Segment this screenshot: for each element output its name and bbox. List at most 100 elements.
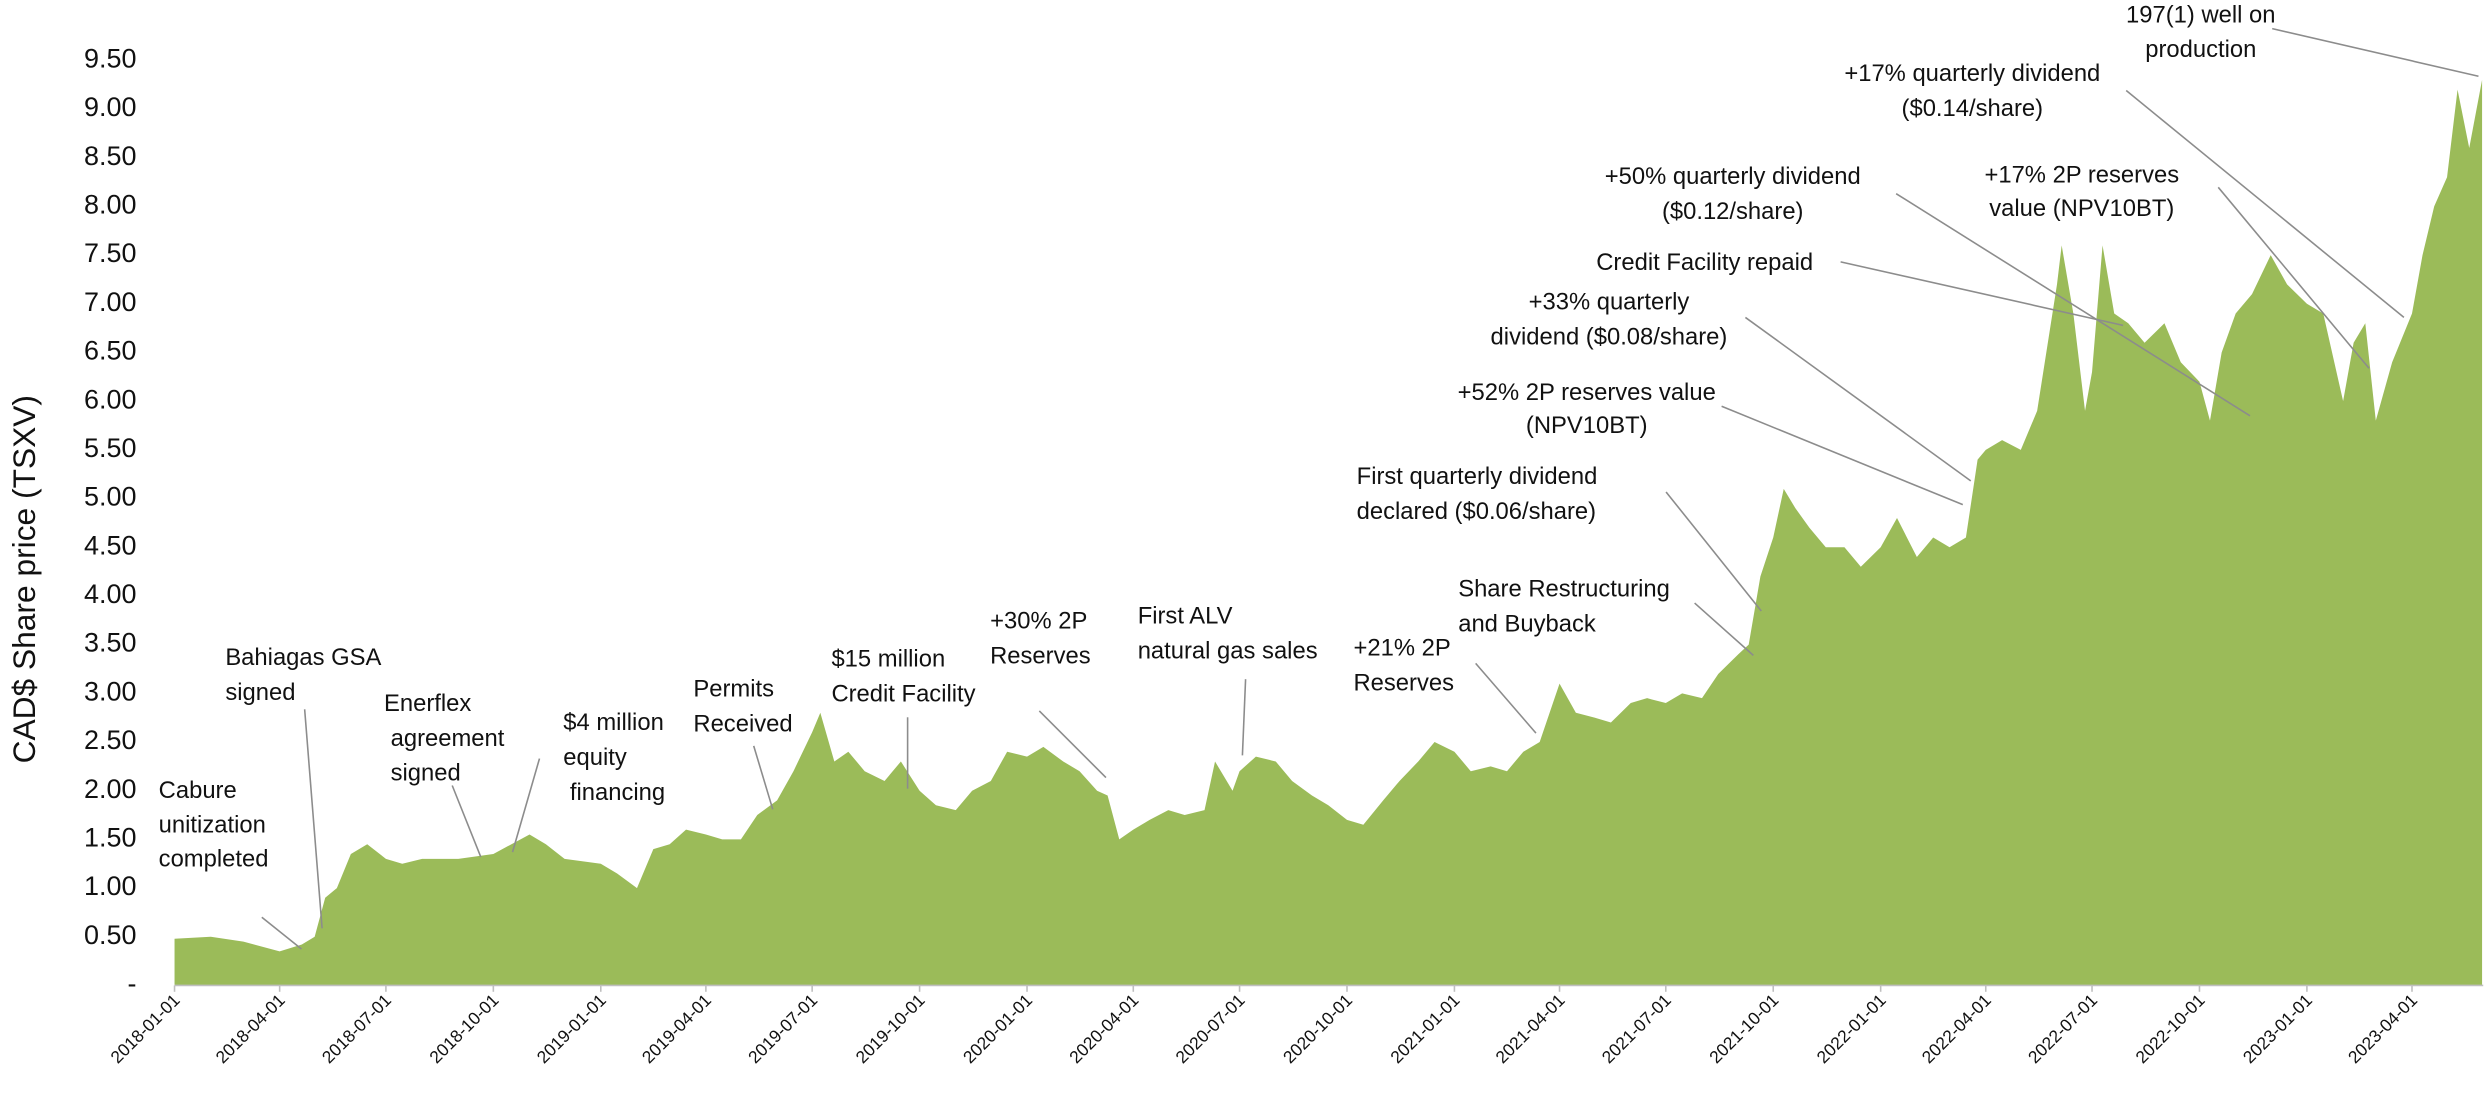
y-tick-label: 2.50 xyxy=(84,725,136,755)
annotation: (NPV10BT) xyxy=(1526,412,1648,439)
annotation: and Buyback xyxy=(1458,611,1596,638)
annotation-leader xyxy=(1475,662,1537,734)
annotation: signed xyxy=(384,760,461,787)
annotation-leader xyxy=(303,709,323,929)
x-tick-label: 2022-04-01 xyxy=(1918,990,1995,1067)
annotation: $4 million xyxy=(563,709,664,736)
x-tick-label: 2018-07-01 xyxy=(318,990,395,1067)
annotation: +50% quarterly dividend xyxy=(1605,163,1861,190)
y-tick-label: 5.50 xyxy=(84,433,136,463)
annotation: signed xyxy=(225,679,295,706)
y-tick-label: 7.00 xyxy=(84,287,136,317)
y-tick-label: 4.50 xyxy=(84,530,136,560)
annotation: Received xyxy=(693,711,792,738)
x-tick-label: 2021-01-01 xyxy=(1386,990,1463,1067)
annotation: Cabure xyxy=(159,777,237,804)
annotation: completed xyxy=(159,845,269,872)
annotation: Reserves xyxy=(1353,669,1454,696)
annotation: +33% quarterly xyxy=(1529,288,1690,315)
annotation: +30% 2P xyxy=(990,607,1087,634)
annotation-leader xyxy=(2125,89,2405,319)
x-tick-label: 2021-04-01 xyxy=(1491,990,1568,1067)
y-axis-label: CAD$ Share price (TSXV) xyxy=(6,395,42,763)
y-tick-label: 1.00 xyxy=(84,871,136,901)
x-tick-label: 2023-01-01 xyxy=(2239,990,2316,1067)
annotation: Share Restructuring xyxy=(1458,576,1670,603)
annotation-leader xyxy=(1694,602,1754,656)
x-tick-label: 2018-01-01 xyxy=(106,990,183,1067)
y-tick-label: 3.50 xyxy=(84,628,136,658)
annotation: +21% 2P xyxy=(1353,634,1450,661)
annotation: First ALV xyxy=(1138,603,1233,630)
annotation: value (NPV10BT) xyxy=(1989,195,2174,222)
x-tick-label: 2020-01-01 xyxy=(959,990,1036,1067)
y-tick-label: 0.50 xyxy=(84,920,136,950)
x-tick-label: 2020-04-01 xyxy=(1065,990,1142,1067)
y-tick-label: 5.00 xyxy=(84,482,136,512)
annotation-leader xyxy=(1895,192,2251,417)
annotation-leader xyxy=(1665,491,1762,612)
x-tick-label: 2021-10-01 xyxy=(1705,990,1782,1067)
annotation: unitization xyxy=(159,811,266,838)
annotation-leader xyxy=(511,758,541,853)
annotation: Permits xyxy=(693,676,774,703)
annotation: ($0.12/share) xyxy=(1662,198,1804,225)
annotation-leader xyxy=(1721,405,1964,506)
x-tick-label: 2020-10-01 xyxy=(1279,990,1356,1067)
annotation: +17% 2P reserves xyxy=(1984,162,2179,189)
x-tick-label: 2022-10-01 xyxy=(2131,990,2208,1067)
annotation-leader xyxy=(1241,679,1247,756)
price-area xyxy=(174,79,2483,986)
annotation-leader xyxy=(2217,186,2370,369)
annotation: 197(1) well on xyxy=(2126,1,2275,28)
x-tick-label: 2021-07-01 xyxy=(1598,990,1675,1067)
y-tick-label: 6.00 xyxy=(84,384,136,414)
annotation: dividend ($0.08/share) xyxy=(1491,323,1728,350)
annotation: financing xyxy=(563,779,665,806)
annotation: declared ($0.06/share) xyxy=(1357,498,1596,525)
x-tick-label: 2022-07-01 xyxy=(2024,990,2101,1067)
annotation-leader xyxy=(2272,27,2479,78)
annotation: equity xyxy=(563,744,627,771)
x-tick-label: 2018-04-01 xyxy=(212,990,289,1067)
annotation: First quarterly dividend xyxy=(1357,463,1598,490)
annotation: Credit Facility repaid xyxy=(1596,249,1813,276)
annotation: Credit Facility xyxy=(831,680,975,707)
y-tick-label: 9.50 xyxy=(84,43,136,73)
annotation: agreement xyxy=(384,725,505,752)
annotation: Reserves xyxy=(990,642,1091,669)
y-tick-label: 8.00 xyxy=(84,190,136,220)
x-tick-label: 2022-01-01 xyxy=(1813,990,1890,1067)
annotation-leader xyxy=(1038,710,1107,779)
y-tick-label: 2.00 xyxy=(84,774,136,804)
annotation-leader xyxy=(451,785,482,858)
annotation: ($0.14/share) xyxy=(1902,95,2044,122)
x-tick-label: 2019-01-01 xyxy=(533,990,610,1067)
annotation: +17% quarterly dividend xyxy=(1844,60,2100,87)
annotation: +52% 2P reserves value xyxy=(1458,379,1716,406)
annotation: production xyxy=(2145,36,2256,63)
annotation: natural gas sales xyxy=(1138,638,1318,665)
y-tick-label: 9.00 xyxy=(84,92,136,122)
x-tick-label: 2020-07-01 xyxy=(1172,990,1249,1067)
annotation-leader xyxy=(261,916,302,950)
annotation-leader xyxy=(1744,316,1972,482)
y-tick-label: 7.50 xyxy=(84,238,136,268)
annotation: $15 million xyxy=(831,646,945,673)
x-tick-label: 2023-04-01 xyxy=(2344,990,2421,1067)
annotation-leader xyxy=(752,745,774,810)
x-tick-label: 2018-10-01 xyxy=(425,990,502,1067)
y-tick-label: 4.00 xyxy=(84,579,136,609)
annotation: Enerflex xyxy=(384,690,471,717)
y-tick-label: 6.50 xyxy=(84,336,136,366)
annotation-leader xyxy=(1840,261,2124,327)
y-tick-label: - xyxy=(127,969,136,999)
x-tick-label: 2019-10-01 xyxy=(852,990,929,1067)
y-tick-label: 1.50 xyxy=(84,823,136,853)
x-tick-label: 2019-07-01 xyxy=(744,990,821,1067)
x-tick-label: 2019-04-01 xyxy=(638,990,715,1067)
y-tick-label: 3.00 xyxy=(84,676,136,706)
annotation: Bahiagas GSA xyxy=(225,644,381,671)
y-tick-label: 8.50 xyxy=(84,141,136,171)
